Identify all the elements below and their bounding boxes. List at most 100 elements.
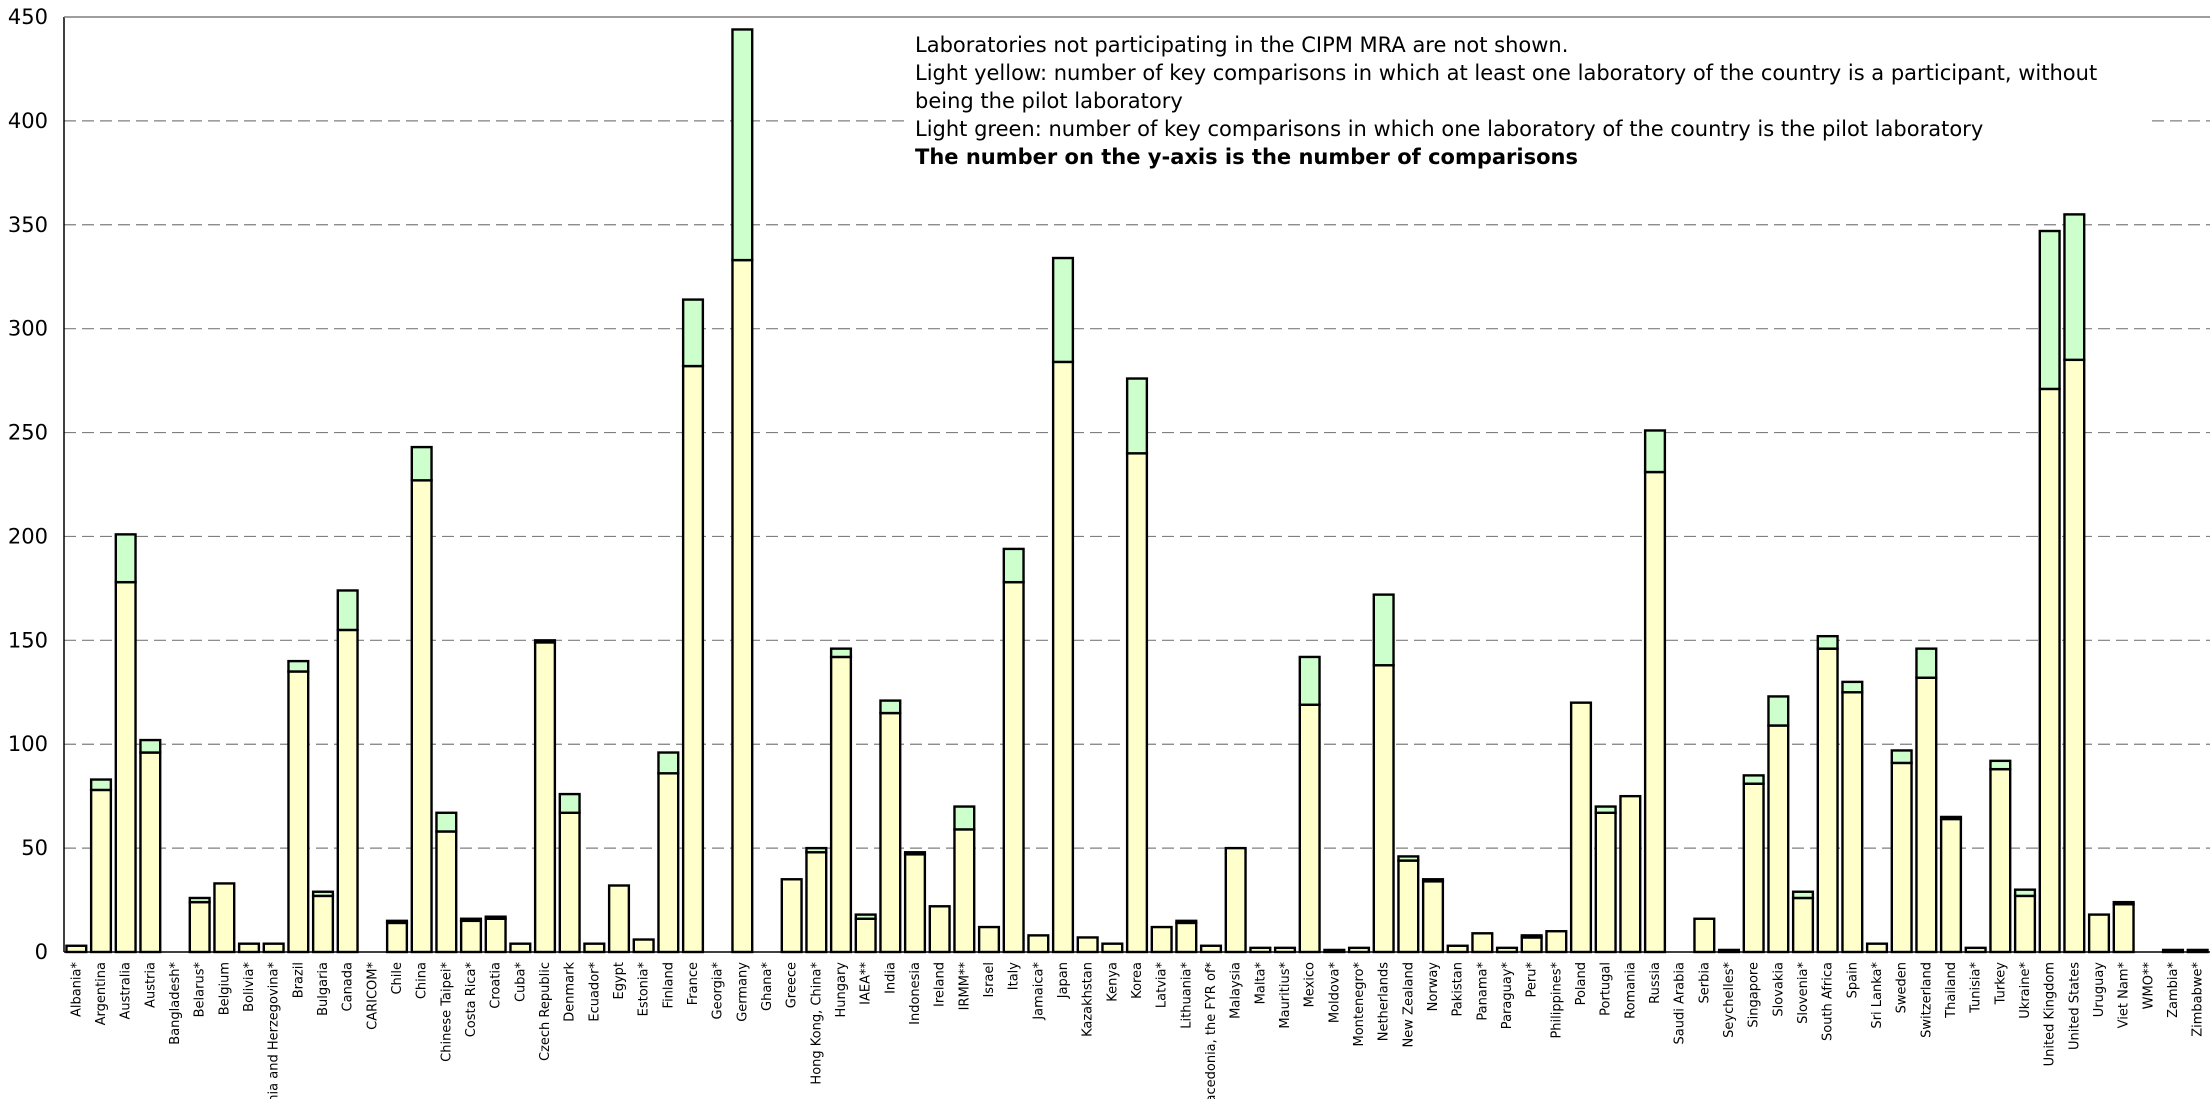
x-tick-label: Indonesia [908, 962, 923, 1025]
y-axis-tick-labels: 0 50 100 150 200 250 300 350 400 450 [8, 5, 48, 964]
bar-participant [509, 942, 532, 954]
bar-participant [139, 751, 162, 954]
annotation-box: Laboratories not participating in the CI… [910, 28, 2150, 178]
x-tick-label: Chinese Taipei* [439, 962, 454, 1062]
bar-pilot [903, 851, 927, 856]
x-tick-label: Romania [1623, 962, 1638, 1019]
bar-participant [65, 944, 88, 954]
bar-pilot [1175, 919, 1198, 925]
bar-participant [903, 853, 927, 954]
x-tick-label: United Kingdom [2043, 962, 2058, 1066]
x-tick-label: IRMM** [957, 962, 972, 1011]
bar-pilot [2013, 888, 2037, 898]
bar-participant [1767, 724, 1790, 954]
x-tick-label: United States [2067, 962, 2082, 1050]
bar-participant [805, 851, 828, 954]
bar-participant [1076, 936, 1099, 954]
bar-pilot [1939, 815, 1963, 821]
x-tick-label: Ghana* [760, 962, 775, 1011]
x-tick-label: Mexico [1303, 962, 1318, 1007]
x-tick-label: Austria [143, 962, 158, 1008]
x-tick-label: Japan [1056, 962, 1071, 999]
x-tick-label: Croatia [489, 962, 504, 1009]
bar-participant [1199, 944, 1223, 954]
annotation-background [910, 28, 2150, 178]
bar-pilot [1816, 634, 1839, 650]
annotation-line-3: being the pilot laboratory [915, 89, 1183, 113]
bar-participant [1643, 470, 1667, 954]
bar-pilot [188, 896, 211, 904]
bar-participant [1372, 664, 1395, 954]
x-tick-label: Spain [1845, 962, 1860, 998]
bar-participant [1742, 782, 1765, 954]
x-tick-label: Mauritius* [1278, 962, 1293, 1029]
bar-pilot [1397, 855, 1420, 862]
bar-participant [953, 828, 976, 954]
x-tick-label: Peru* [1525, 962, 1540, 998]
bar-participant [385, 921, 409, 954]
x-tick-label: Brazil [291, 962, 306, 998]
x-tick-label: WMO** [2141, 962, 2156, 1010]
bar-pilot [139, 738, 162, 754]
y-tick-label: 300 [8, 317, 48, 341]
x-tick-label: Uruguay [2092, 962, 2107, 1018]
x-tick-label: Bolivia* [242, 962, 257, 1012]
bar-participant [1569, 701, 1593, 954]
bar-participant [558, 811, 581, 954]
bar-pilot [1791, 890, 1815, 900]
bar-pilot [2112, 900, 2135, 906]
x-tick-label: Korea [1130, 962, 1145, 999]
bar-pilot [854, 913, 877, 920]
x-tick-label: Viet Nam* [2117, 962, 2132, 1029]
bar-pilot [1002, 547, 1025, 584]
bar-pilot [1421, 878, 1445, 883]
x-tick-label: Lithuania* [1179, 962, 1194, 1029]
x-tick-label: China [415, 962, 430, 999]
bar-participant [977, 925, 1001, 954]
x-tick-label: Chile [390, 962, 405, 995]
bar-pilot [1742, 774, 1765, 785]
bar-participant [287, 670, 310, 954]
x-tick-label: Poland [1574, 962, 1589, 1005]
annotation-line-2: Light yellow: number of key comparisons … [915, 61, 2097, 85]
bar-pilot [657, 751, 680, 775]
x-tick-label: Russia [1648, 962, 1663, 1004]
bar-participant [1421, 880, 1445, 954]
bar-pilot [89, 778, 113, 792]
x-tick-label: Bangladesh* [168, 962, 183, 1045]
bar-pilot [1767, 695, 1790, 727]
bar-participant [1298, 703, 1321, 954]
bar-participant [1545, 930, 1568, 954]
bar-pilot [484, 915, 507, 920]
y-tick-label: 150 [8, 628, 48, 652]
bar-participant [2063, 358, 2086, 954]
bar-participant [632, 938, 655, 954]
bar-pilot [1989, 759, 2012, 771]
bar-pilot [2063, 213, 2086, 362]
x-tick-label: Seychelles* [1722, 962, 1737, 1038]
bar-pilot [558, 792, 581, 814]
bar-participant [1002, 580, 1025, 954]
bar-pilot [805, 846, 828, 854]
bar-pilot [1841, 680, 1864, 694]
y-tick-label: 0 [35, 940, 48, 964]
bar-participant [262, 942, 285, 954]
bar-pilot [829, 647, 853, 659]
bar-participant [1865, 942, 1889, 954]
bar-participant [681, 364, 705, 954]
x-tick-label: South Africa [1821, 962, 1836, 1041]
x-tick-label: Malaysia [1229, 962, 1244, 1019]
bar-participant [1841, 691, 1864, 954]
x-tick-label: Greece [785, 962, 800, 1008]
x-tick-label: Slovakia [1771, 962, 1786, 1017]
y-tick-label: 100 [8, 732, 48, 756]
x-tick-label: France [686, 962, 701, 1005]
bar-pilot [287, 659, 310, 673]
bar-pilot [1594, 805, 1617, 814]
bar-participant [114, 580, 137, 954]
x-tick-label: India [883, 962, 898, 994]
x-tick-label: Belgium [217, 962, 232, 1015]
bar-pilot [1520, 934, 1543, 939]
bar-participant [829, 655, 853, 954]
bar-pilot [459, 917, 483, 923]
